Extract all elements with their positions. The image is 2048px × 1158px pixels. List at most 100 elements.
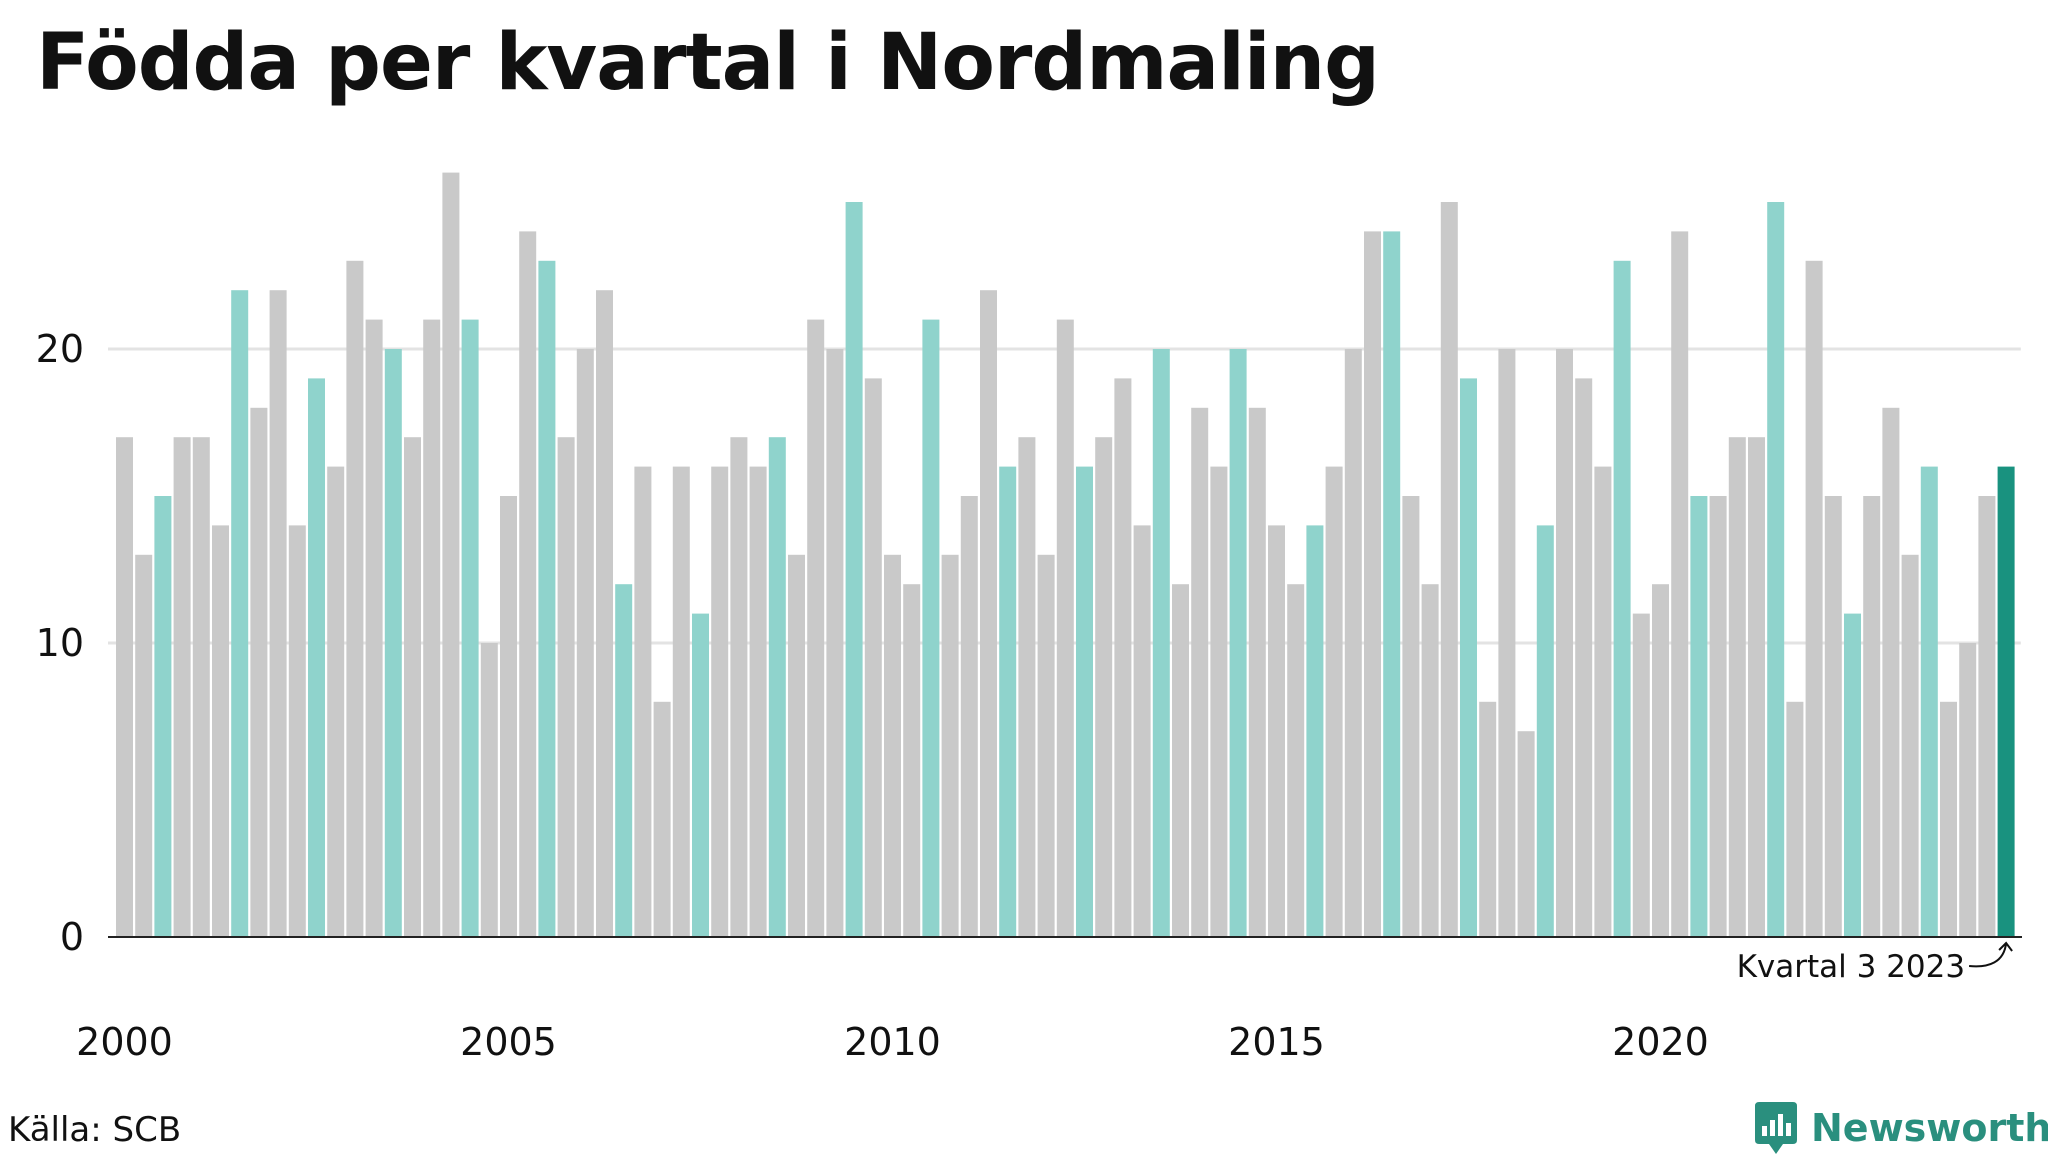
bar-2012-q3 <box>1076 466 1093 937</box>
bar-2013-q1 <box>1114 378 1132 937</box>
bar-2011-q4 <box>1018 437 1036 937</box>
bar-2018-q4 <box>1556 349 1573 937</box>
bar-2004-q4 <box>480 643 498 937</box>
y-tick-label: 0 <box>60 915 84 959</box>
bar-2011-q3 <box>999 466 1017 937</box>
bar-2012-q2 <box>1056 319 1074 938</box>
bar-2007-q1 <box>653 701 671 937</box>
bar-2007-q4 <box>711 466 729 937</box>
bar-2022-q1 <box>1805 260 1823 937</box>
bar-2006-q1 <box>576 349 594 937</box>
annotation-label: Kvartal 3 2023 <box>1737 949 1966 985</box>
bar-2002-q4 <box>327 466 345 937</box>
chart-title: Födda per kvartal i Nordmaling <box>36 18 1380 108</box>
bar-2013-q2 <box>1133 525 1151 937</box>
x-axis: 2000 2005 2010 2015 2020 <box>76 1020 1709 1064</box>
bar-2003-q1 <box>346 260 364 937</box>
bar-2010-q3 <box>922 319 940 938</box>
bar-2011-q2 <box>980 290 997 937</box>
bar-2020-q4 <box>1709 496 1727 937</box>
bar-2024-q1 <box>1959 643 1977 937</box>
bar-2018-q2 <box>1517 731 1535 937</box>
bar-2004-q1 <box>423 319 441 938</box>
bar-2000-q3 <box>154 496 172 937</box>
bar-2006-q4 <box>634 466 652 937</box>
bar-2015-q4 <box>1325 466 1343 937</box>
bar-2009-q1 <box>807 319 825 938</box>
bar-2008-q1 <box>730 437 748 937</box>
x-tick-label: 2005 <box>460 1020 557 1064</box>
bar-2020-q3 <box>1690 496 1708 937</box>
bar-2020-q1 <box>1652 584 1669 937</box>
bar-2019-q4 <box>1632 613 1650 937</box>
bar-2013-q3 <box>1152 349 1170 937</box>
bar-2001-q3 <box>231 290 249 937</box>
bar-2009-q4 <box>864 378 882 937</box>
bar-2020-q2 <box>1671 231 1689 937</box>
bar-2004-q2 <box>442 172 460 938</box>
bar-2018-q3 <box>1536 525 1554 937</box>
bar-2016-q3 <box>1383 231 1401 937</box>
bar-2006-q3 <box>615 584 633 937</box>
bar-2000-q1 <box>116 437 133 937</box>
bar-2022-q4 <box>1863 496 1881 937</box>
bar-2001-q4 <box>250 407 268 937</box>
bar-2002-q1 <box>269 290 287 937</box>
x-tick-label: 2010 <box>844 1020 941 1064</box>
bar-2017-q2 <box>1440 202 1458 937</box>
bar-2001-q2 <box>212 525 229 937</box>
x-tick-label: 2020 <box>1612 1020 1709 1064</box>
x-tick-label: 2000 <box>76 1020 173 1064</box>
bar-2009-q3 <box>845 202 863 937</box>
bar-2014-q2 <box>1210 466 1228 937</box>
bar-2006-q2 <box>596 290 613 937</box>
brand-logo: Newsworthy <box>1753 1098 2048 1158</box>
bar-2015-q3 <box>1306 525 1324 937</box>
bar-2003-q3 <box>384 349 402 937</box>
bar-2001-q1 <box>192 437 210 937</box>
bar-2010-q1 <box>884 554 901 937</box>
bar-2008-q2 <box>749 466 767 937</box>
bar-2008-q3 <box>768 437 786 937</box>
bar-2018-q1 <box>1498 349 1516 937</box>
bar-2012-q4 <box>1095 437 1113 937</box>
bar-2015-q1 <box>1268 525 1285 937</box>
bar-2017-q1 <box>1421 584 1439 937</box>
bar-2014-q1 <box>1191 407 1209 937</box>
bar-2002-q3 <box>308 378 325 937</box>
bar-2007-q2 <box>672 466 690 937</box>
bar-2021-q3 <box>1767 202 1785 937</box>
bar-2004-q3 <box>461 319 479 938</box>
bar-2022-q2 <box>1824 496 1842 937</box>
bar-2014-q4 <box>1248 407 1266 937</box>
bar-2022-q3 <box>1844 613 1861 937</box>
bar-2009-q2 <box>826 349 844 937</box>
bar-2005-q3 <box>538 260 556 937</box>
y-tick-label: 20 <box>36 327 84 371</box>
bar-2017-q4 <box>1479 701 1497 937</box>
bar-2016-q2 <box>1364 231 1381 937</box>
bar-2019-q3 <box>1613 260 1631 937</box>
bar-2013-q4 <box>1172 584 1189 937</box>
bars <box>116 172 2015 938</box>
bar-2002-q2 <box>288 525 306 937</box>
bar-2019-q1 <box>1575 378 1593 937</box>
bar-2023-q3 <box>1920 466 1938 937</box>
annotation-arrow <box>1969 941 2013 968</box>
bar-2023-q2 <box>1901 554 1919 937</box>
x-tick-label: 2015 <box>1228 1020 1325 1064</box>
y-axis: 0 10 20 <box>36 327 84 959</box>
bar-2023-q4 <box>1940 701 1957 937</box>
bar-2016-q4 <box>1402 496 1420 937</box>
bar-2005-q4 <box>557 437 575 937</box>
bar-2000-q4 <box>173 437 191 937</box>
bar-2024-q2 <box>1978 496 1996 937</box>
bar-2017-q3 <box>1460 378 1477 937</box>
bar-2003-q2 <box>365 319 383 938</box>
bar-2015-q2 <box>1287 584 1305 937</box>
bar-2011-q1 <box>960 496 978 937</box>
brand-name: Newsworthy <box>1811 1106 2048 1150</box>
bar-2000-q2 <box>135 554 153 937</box>
bar-2010-q4 <box>941 554 959 937</box>
